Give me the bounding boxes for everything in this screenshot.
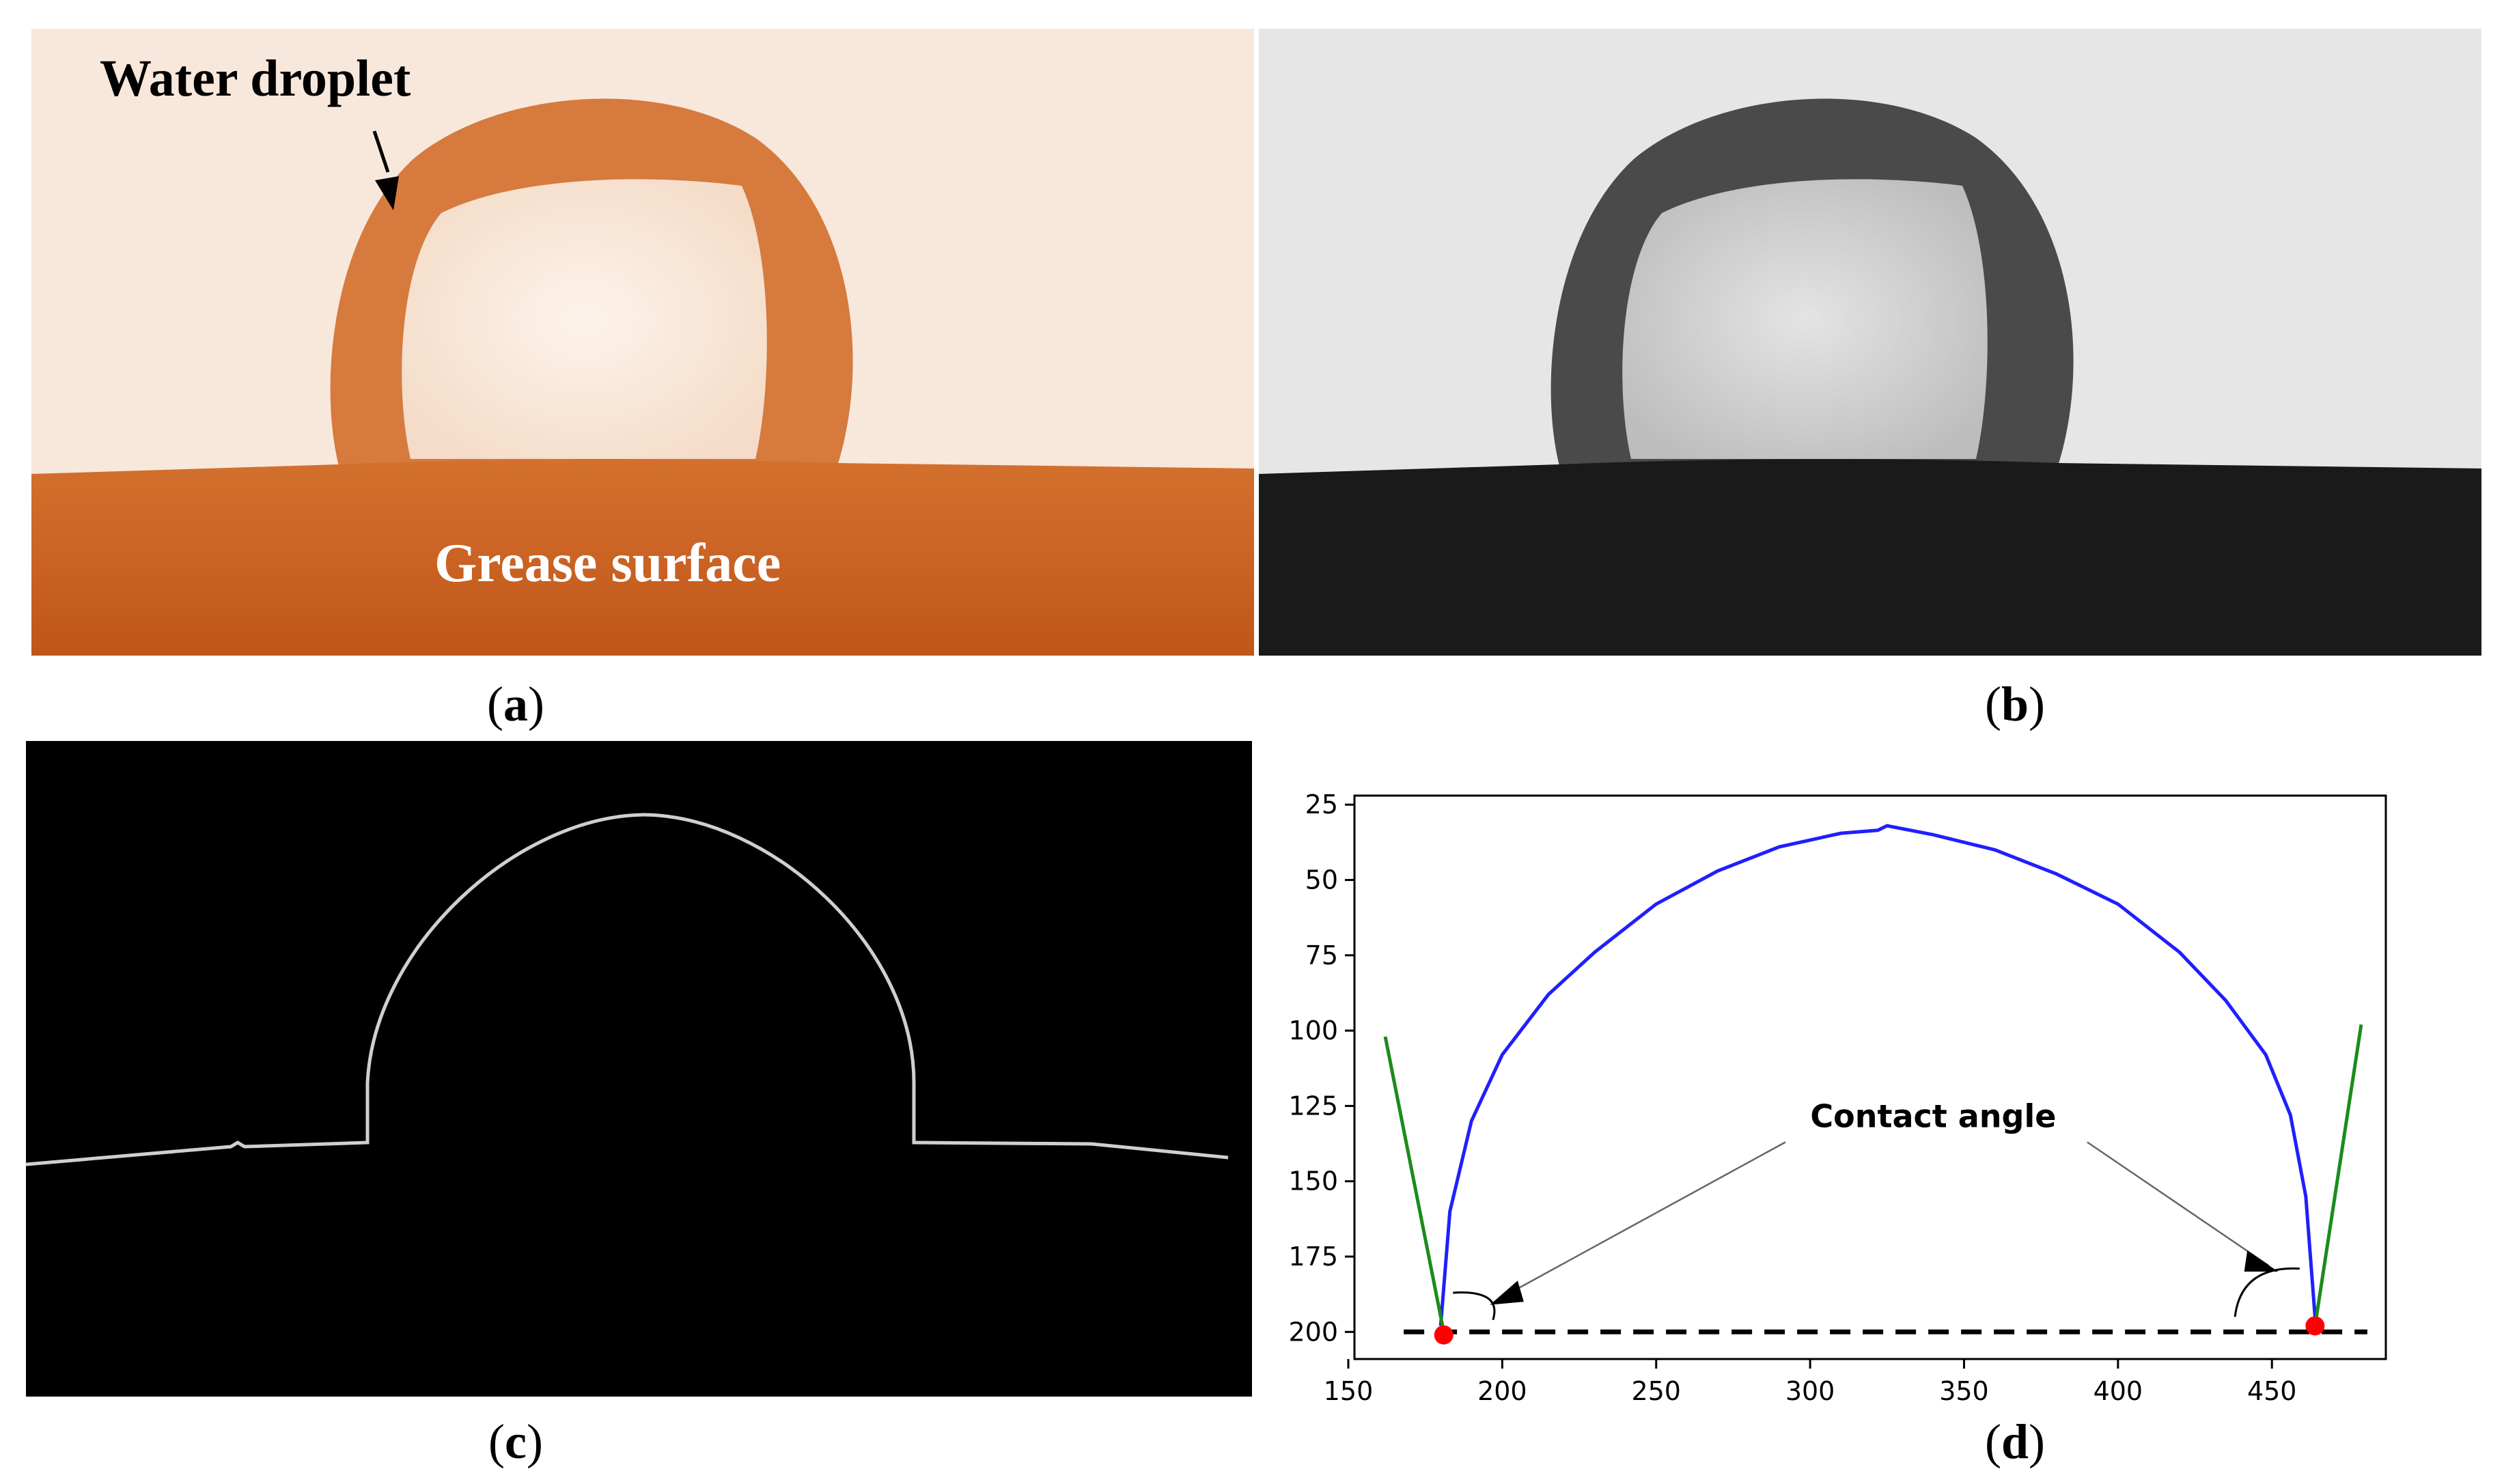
droplet-inner-a bbox=[402, 179, 767, 459]
grease-surface-label: Grease surface bbox=[434, 533, 781, 593]
right-tangent-line bbox=[2313, 1024, 2363, 1326]
x-tick-label: 300 bbox=[1785, 1376, 1835, 1406]
water-droplet-label: Water droplet bbox=[100, 50, 411, 107]
panel-b-image bbox=[1259, 29, 2481, 656]
y-tick-label: 75 bbox=[1305, 940, 1338, 970]
caption-d: (d) bbox=[1984, 1414, 2045, 1469]
annotation-arrowhead-right bbox=[2244, 1250, 2279, 1272]
contact-angle-label: Contact angle bbox=[1810, 1097, 2056, 1134]
y-tick-label: 150 bbox=[1288, 1166, 1338, 1196]
panel-d-chart: 150 200 250 300 350 400 450 25 50 75 100 125 150 175 2… bbox=[1259, 741, 2488, 1414]
label-arrow-head bbox=[375, 176, 399, 210]
background-c bbox=[26, 741, 1252, 1397]
annotation-arrowhead-left bbox=[1490, 1280, 1524, 1305]
contact-point bbox=[1434, 1325, 1453, 1345]
annotation-arrow-left bbox=[1499, 1141, 1786, 1300]
contact-angle-chart: 150 200 250 300 350 400 450 25 50 75 100 125 150 175 2… bbox=[1288, 789, 2387, 1406]
droplet-photo-color bbox=[31, 29, 1254, 656]
y-tick-label: 50 bbox=[1305, 865, 1338, 895]
contact-point bbox=[2305, 1316, 2325, 1336]
edge-detection-image bbox=[26, 741, 1252, 1397]
caption-a: (a) bbox=[487, 677, 544, 731]
y-tick-label: 125 bbox=[1288, 1091, 1338, 1121]
droplet-inner-b bbox=[1622, 179, 1988, 459]
caption-a-letter: a bbox=[503, 677, 528, 731]
left-tangent-line bbox=[1383, 1036, 1446, 1332]
caption-b: (b) bbox=[1984, 677, 2045, 731]
annotation-arrow-right bbox=[2087, 1141, 2270, 1267]
caption-c-letter: c bbox=[505, 1414, 527, 1469]
x-tick-label: 250 bbox=[1631, 1376, 1681, 1406]
grease-surface-a bbox=[31, 459, 1254, 656]
caption-b-letter: b bbox=[2001, 677, 2029, 731]
panel-c-image bbox=[26, 741, 1252, 1397]
angle-arc-right bbox=[2234, 1267, 2300, 1317]
x-tick-label: 450 bbox=[2247, 1376, 2297, 1406]
droplet-photo-gray bbox=[1259, 29, 2481, 656]
caption-c: (c) bbox=[488, 1414, 543, 1469]
y-tick-label: 25 bbox=[1305, 789, 1338, 820]
x-tick-label: 350 bbox=[1939, 1376, 1989, 1406]
x-tick-label: 150 bbox=[1324, 1376, 1374, 1406]
caption-d-letter: d bbox=[2001, 1414, 2029, 1469]
plot-area bbox=[1353, 794, 2387, 1360]
x-tick-label: 400 bbox=[2093, 1376, 2143, 1406]
surface-b bbox=[1259, 459, 2481, 656]
label-arrow-line bbox=[372, 130, 390, 173]
y-tick-label: 175 bbox=[1288, 1242, 1338, 1272]
y-tick-label: 100 bbox=[1288, 1016, 1338, 1046]
droplet-profile-line bbox=[1438, 824, 2317, 1326]
y-tick-label: 200 bbox=[1288, 1317, 1338, 1347]
x-tick-label: 200 bbox=[1477, 1376, 1527, 1406]
panel-a-image: Water droplet Grease surface bbox=[31, 29, 1254, 656]
angle-arc-left bbox=[1453, 1291, 1496, 1321]
droplet-edge-contour bbox=[26, 813, 1229, 1166]
